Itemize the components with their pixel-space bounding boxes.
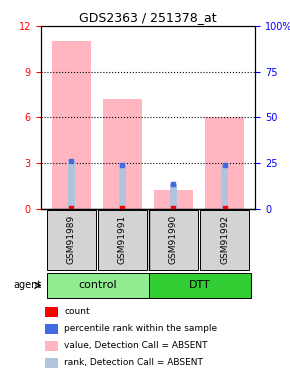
FancyBboxPatch shape bbox=[47, 210, 96, 270]
Point bbox=[171, 205, 176, 211]
Bar bbox=[45, 358, 58, 368]
Text: control: control bbox=[79, 280, 117, 291]
Title: GDS2363 / 251378_at: GDS2363 / 251378_at bbox=[79, 11, 217, 24]
FancyBboxPatch shape bbox=[47, 273, 149, 298]
Bar bbox=[45, 341, 58, 351]
FancyBboxPatch shape bbox=[200, 210, 249, 270]
Bar bbox=[45, 324, 58, 334]
FancyBboxPatch shape bbox=[149, 210, 198, 270]
Point bbox=[120, 162, 125, 168]
Text: GSM91992: GSM91992 bbox=[220, 215, 229, 264]
Bar bbox=[52, 42, 91, 209]
Text: value, Detection Call = ABSENT: value, Detection Call = ABSENT bbox=[64, 341, 208, 350]
Bar bbox=[170, 184, 177, 209]
Text: rank, Detection Call = ABSENT: rank, Detection Call = ABSENT bbox=[64, 358, 203, 367]
Point bbox=[222, 205, 227, 211]
Text: agent: agent bbox=[13, 280, 42, 291]
Bar bbox=[45, 307, 58, 317]
Point bbox=[120, 205, 125, 211]
Bar bbox=[205, 117, 244, 208]
Text: DTT: DTT bbox=[189, 280, 211, 291]
Text: count: count bbox=[64, 308, 90, 316]
Bar bbox=[154, 190, 193, 208]
Text: GSM91991: GSM91991 bbox=[118, 215, 127, 264]
FancyBboxPatch shape bbox=[149, 273, 251, 298]
Point bbox=[171, 181, 176, 187]
Bar bbox=[103, 99, 142, 208]
Text: percentile rank within the sample: percentile rank within the sample bbox=[64, 324, 217, 333]
Point bbox=[222, 162, 227, 168]
Text: GSM91989: GSM91989 bbox=[67, 215, 76, 264]
Bar bbox=[221, 165, 228, 208]
Text: GSM91990: GSM91990 bbox=[169, 215, 178, 264]
Point bbox=[69, 205, 74, 211]
Bar bbox=[68, 162, 75, 209]
Point bbox=[69, 159, 74, 165]
Bar bbox=[119, 165, 126, 209]
FancyBboxPatch shape bbox=[98, 210, 147, 270]
